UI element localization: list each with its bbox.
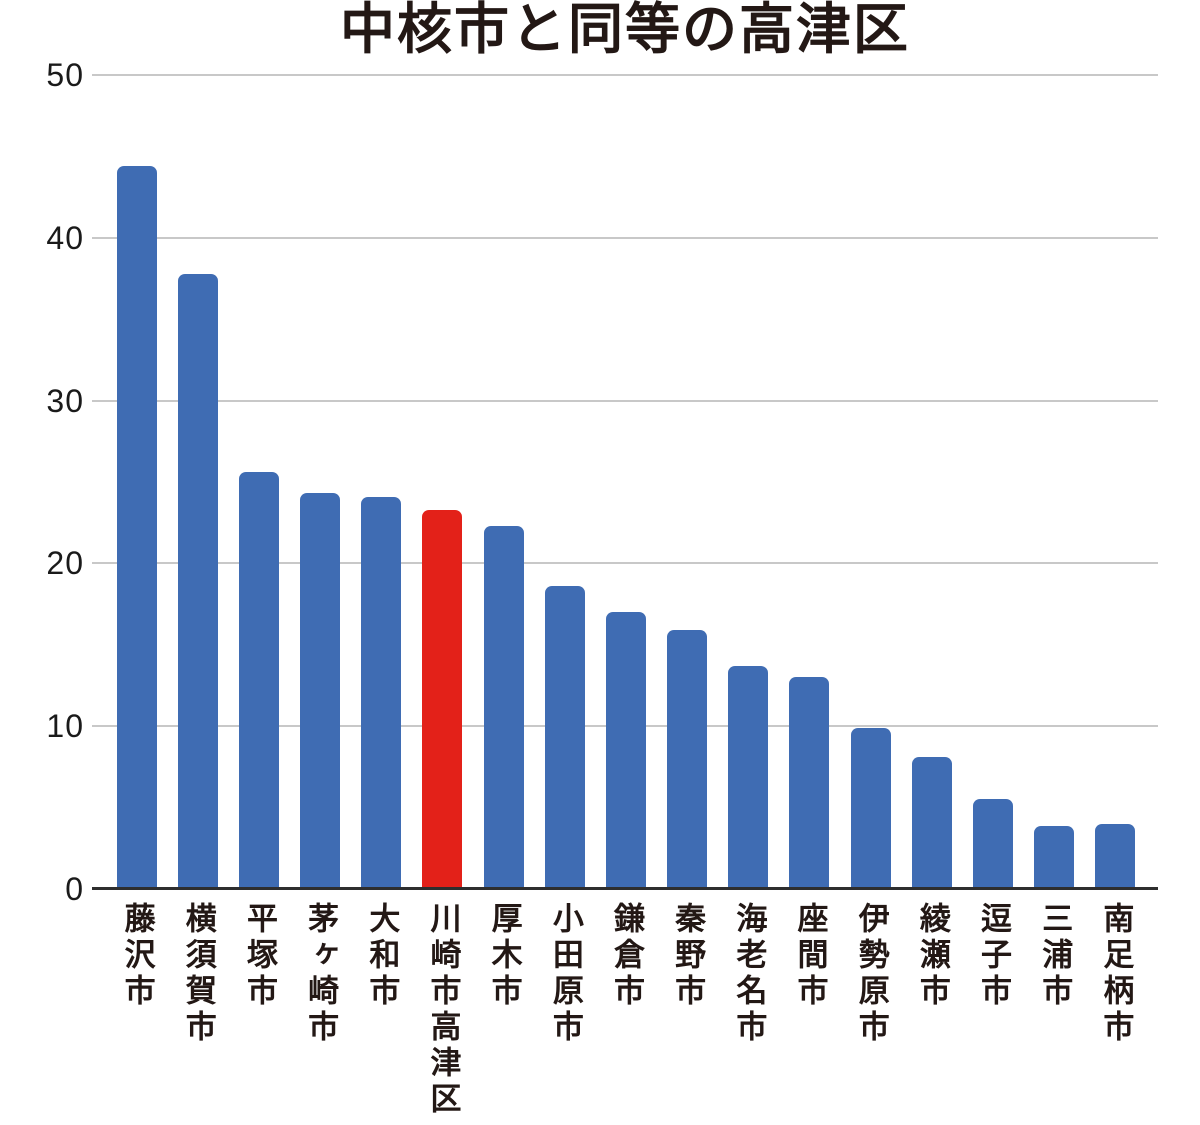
chart-bar (544, 586, 585, 889)
x-axis-category-label: 茅ヶ崎市 (303, 902, 339, 1046)
x-axis-category-label: 厚木市 (486, 902, 522, 1010)
x-axis-label-slot: 綾瀬市 (901, 902, 962, 1118)
bar-slot (718, 75, 779, 889)
x-axis-category-label: 綾瀬市 (914, 902, 950, 1010)
x-axis-label-slot: 藤沢市 (106, 902, 167, 1118)
x-axis-label-slot: 伊勢原市 (840, 902, 901, 1118)
chart-bar (483, 525, 524, 889)
bar-slot (473, 75, 534, 889)
bar-slot (962, 75, 1023, 889)
chart-bar (789, 677, 830, 889)
bar-slot (1024, 75, 1085, 889)
bars-layer (106, 75, 1146, 889)
chart-bar (238, 472, 279, 889)
x-axis-category-label: 逗子市 (976, 902, 1012, 1010)
bar-slot (290, 75, 351, 889)
chart-bar (605, 612, 646, 889)
bar-slot (657, 75, 718, 889)
x-axis-line (92, 887, 1158, 890)
bar-slot (779, 75, 840, 889)
y-axis-tick-label: 30 (46, 382, 84, 419)
x-axis-category-label: 横須賀市 (180, 902, 216, 1046)
x-axis-category-label: 鎌倉市 (609, 902, 644, 1010)
x-axis-category-label: 藤沢市 (119, 902, 155, 1010)
x-axis-category-label: 海老名市 (731, 902, 767, 1046)
y-axis: 0 10 20 30 40 50 (0, 0, 84, 1125)
x-axis-category-label: 三浦市 (1037, 902, 1073, 1010)
y-axis-tick-label: 10 (46, 708, 84, 745)
y-axis-tick-label: 20 (46, 545, 84, 582)
chart-bar (850, 727, 891, 889)
chart-bar (728, 665, 769, 889)
bar-slot (534, 75, 595, 889)
gridline (92, 74, 1158, 76)
y-axis-tick-label: 40 (46, 219, 84, 256)
x-axis-category-label: 平塚市 (241, 902, 277, 1010)
bar-slot (106, 75, 167, 889)
chart-bar (300, 493, 341, 889)
bar-slot (1085, 75, 1146, 889)
highlighted-bar (422, 509, 463, 889)
x-axis-labels: 藤沢市 横須賀市 平塚市 茅ヶ崎市 大和市 川崎市高津区 厚木市 小田原市 鎌倉市 秦野市 海老名市… (106, 902, 1146, 1118)
x-axis-label-slot: 逗子市 (962, 902, 1023, 1118)
x-axis-label-slot: 茅ヶ崎市 (290, 902, 351, 1118)
bar-slot (167, 75, 228, 889)
bar-slot (351, 75, 412, 889)
x-axis-category-label: 南足柄市 (1098, 902, 1134, 1046)
bar-slot (412, 75, 473, 889)
x-axis-category-label: 秦野市 (670, 902, 706, 1010)
x-axis-label-slot: 南足柄市 (1085, 902, 1146, 1118)
x-axis-label-slot: 小田原市 (534, 902, 595, 1118)
x-axis-label-slot: 大和市 (351, 902, 412, 1118)
chart-bar (1095, 823, 1136, 889)
chart-bar (972, 799, 1013, 889)
chart-bar (177, 273, 218, 889)
x-axis-category-label: 小田原市 (547, 902, 583, 1046)
gridline (92, 236, 1158, 239)
plot-area (92, 74, 1158, 890)
chart-bar (361, 496, 402, 889)
x-axis-label-slot: 川崎市高津区 (412, 902, 473, 1118)
chart-bar (116, 166, 157, 889)
x-axis-label-slot: 座間市 (779, 902, 840, 1118)
x-axis-label-slot: 秦野市 (657, 902, 718, 1118)
chart-title: 中核市と同等の高津区 (339, 0, 910, 60)
gridline (92, 399, 1158, 402)
x-axis-label-slot: 三浦市 (1024, 902, 1085, 1118)
y-axis-tick-label: 50 (46, 57, 84, 93)
x-axis-label-slot: 平塚市 (228, 902, 289, 1118)
bar-slot (595, 75, 656, 889)
bar-slot (840, 75, 901, 889)
chart-bar (667, 630, 708, 889)
chart-bar (911, 757, 952, 889)
x-axis-label-slot: 厚木市 (473, 902, 534, 1118)
bar-slot (901, 75, 962, 889)
x-axis-label-slot: 横須賀市 (167, 902, 228, 1118)
x-axis-category-label: 伊勢原市 (853, 902, 889, 1046)
x-axis-category-label: 大和市 (364, 902, 400, 1010)
gridline (92, 562, 1158, 565)
x-axis-label-slot: 鎌倉市 (595, 902, 656, 1118)
y-axis-tick-label: 0 (65, 871, 84, 907)
x-axis-category-label: 川崎市高津区 (425, 902, 461, 1118)
bar-slot (228, 75, 289, 889)
chart-bar (1034, 825, 1075, 889)
x-axis-category-label: 座間市 (792, 902, 828, 1010)
x-axis-label-slot: 海老名市 (718, 902, 779, 1118)
